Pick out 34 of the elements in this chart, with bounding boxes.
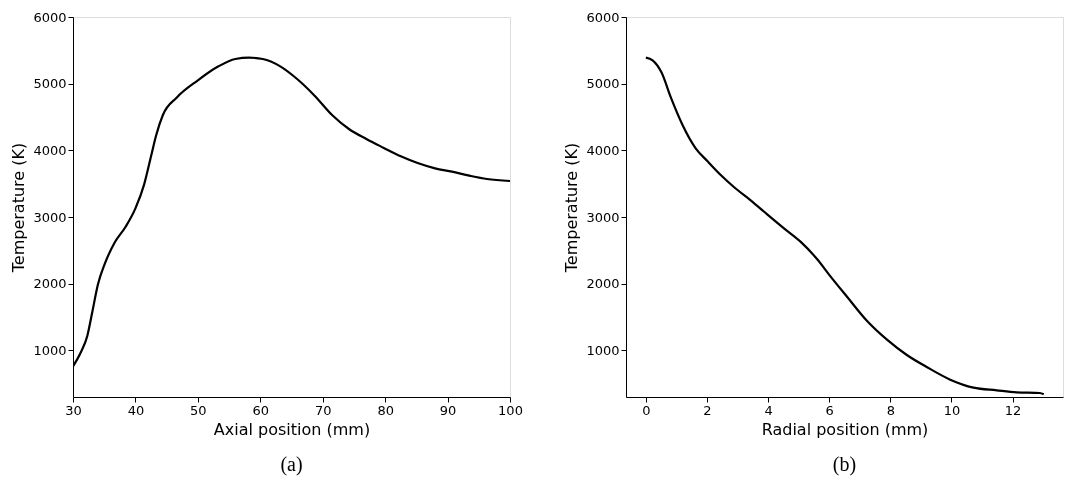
x-tick-label: 100 bbox=[498, 402, 523, 418]
line-series bbox=[644, 56, 1045, 396]
x-tick-label: 70 bbox=[314, 402, 332, 418]
y-tick-label: 1000 bbox=[33, 342, 67, 358]
y-tick-label: 4000 bbox=[586, 142, 620, 158]
y-tick-label: 3000 bbox=[586, 209, 620, 225]
y-tick-label: 1000 bbox=[586, 342, 620, 358]
x-tick-label: 0 bbox=[642, 402, 651, 418]
y-axis-title: Temperature (K) bbox=[562, 142, 582, 274]
text: (a) bbox=[280, 453, 303, 476]
x-tick-label: 30 bbox=[65, 402, 82, 418]
x-tick-label: 80 bbox=[377, 402, 394, 418]
x-tick-label: 4 bbox=[764, 402, 773, 418]
x-tick-label: 12 bbox=[1004, 402, 1022, 418]
y-tick-label: 6000 bbox=[586, 9, 620, 25]
x-tick-label: 90 bbox=[439, 402, 457, 418]
x-tick-label: 2 bbox=[703, 402, 712, 418]
y-tick-label: 2000 bbox=[586, 276, 620, 292]
y-tick-label: 3000 bbox=[33, 209, 67, 225]
y-tick-label: 6000 bbox=[33, 9, 67, 25]
y-tick-label: 5000 bbox=[33, 76, 67, 92]
y-tick-label: 5000 bbox=[586, 76, 620, 92]
x-tick-label: 6 bbox=[825, 402, 834, 418]
x-tick-label: 8 bbox=[886, 402, 895, 418]
y-tick-label: 2000 bbox=[33, 276, 67, 292]
y-axis-title: Temperature (K) bbox=[9, 142, 29, 274]
x-axis-title: Radial position (mm) bbox=[761, 419, 929, 439]
y-tick-label: 4000 bbox=[33, 142, 67, 158]
text: (b) bbox=[832, 453, 857, 476]
x-axis-title: Axial position (mm) bbox=[213, 419, 371, 439]
x-tick-label: 40 bbox=[127, 402, 145, 418]
x-tick-label: 50 bbox=[190, 402, 207, 418]
x-tick-label: 10 bbox=[943, 402, 961, 418]
x-tick-label: 60 bbox=[252, 402, 270, 418]
